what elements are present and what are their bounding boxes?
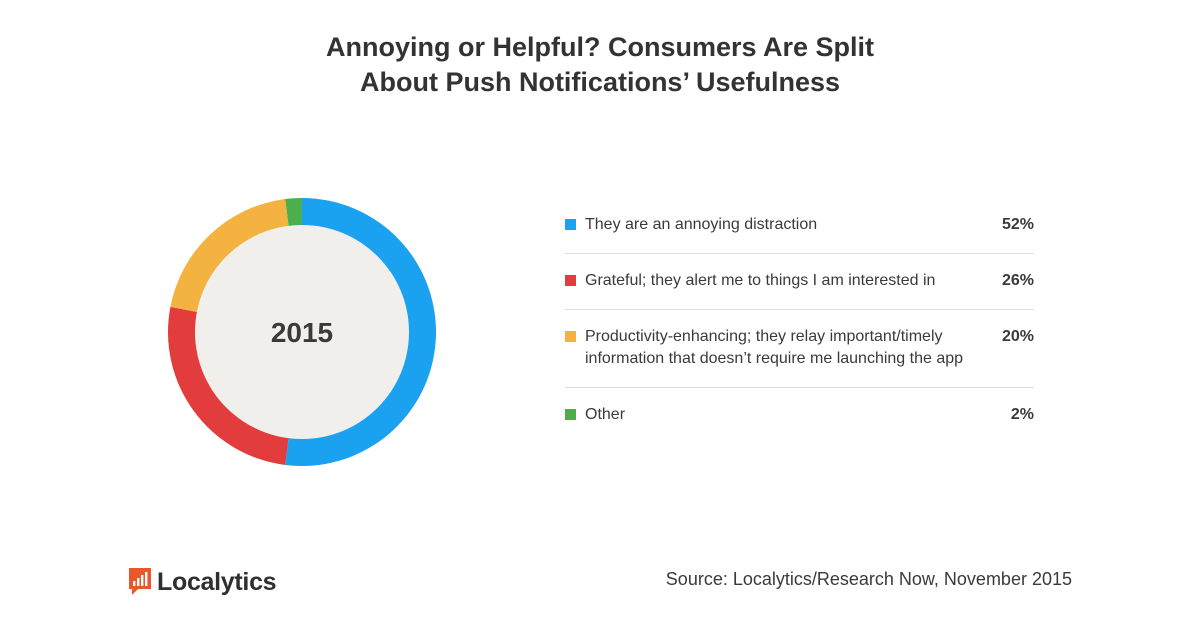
legend-item: They are an annoying distraction 52% bbox=[565, 198, 1034, 254]
legend-swatch bbox=[565, 219, 576, 230]
chart-title-line-2: About Push Notifications’ Usefulness bbox=[359, 67, 841, 97]
legend: They are an annoying distraction 52% Grate… bbox=[565, 198, 1034, 443]
donut-chart: 2015 bbox=[168, 198, 436, 466]
legend-label: Productivity-enhancing; they relay impor… bbox=[585, 328, 964, 367]
legend-label: They are an annoying distraction bbox=[585, 216, 818, 233]
localytics-logo-icon bbox=[129, 568, 151, 595]
legend-swatch bbox=[565, 331, 576, 342]
donut-center-label: 2015 bbox=[271, 317, 333, 348]
legend-value: 52% bbox=[1001, 216, 1034, 233]
legend-swatch bbox=[565, 409, 576, 420]
localytics-logo: Localytics bbox=[129, 565, 277, 599]
chart-title-line-1: Annoying or Helpful? Consumers Are Split bbox=[325, 32, 875, 62]
legend-value: 2% bbox=[1010, 406, 1034, 423]
source-note: Source: Localytics/Research Now, Novembe… bbox=[665, 569, 1072, 589]
legend-item: Grateful; they alert me to things I am i… bbox=[565, 254, 1034, 310]
localytics-logo-text: Localytics bbox=[157, 567, 277, 596]
chart-title: Annoying or Helpful? Consumers Are Split… bbox=[0, 30, 1200, 100]
legend-label: Other bbox=[585, 406, 626, 423]
donut-center bbox=[195, 225, 409, 439]
legend-swatch bbox=[565, 275, 576, 286]
legend-value: 20% bbox=[1001, 328, 1034, 345]
legend-label: Grateful; they alert me to things I am i… bbox=[585, 272, 936, 289]
legend-value: 26% bbox=[1001, 272, 1034, 289]
legend-item: Other 2% bbox=[565, 388, 1034, 443]
legend-item: Productivity-enhancing; they relay impor… bbox=[565, 310, 1034, 388]
